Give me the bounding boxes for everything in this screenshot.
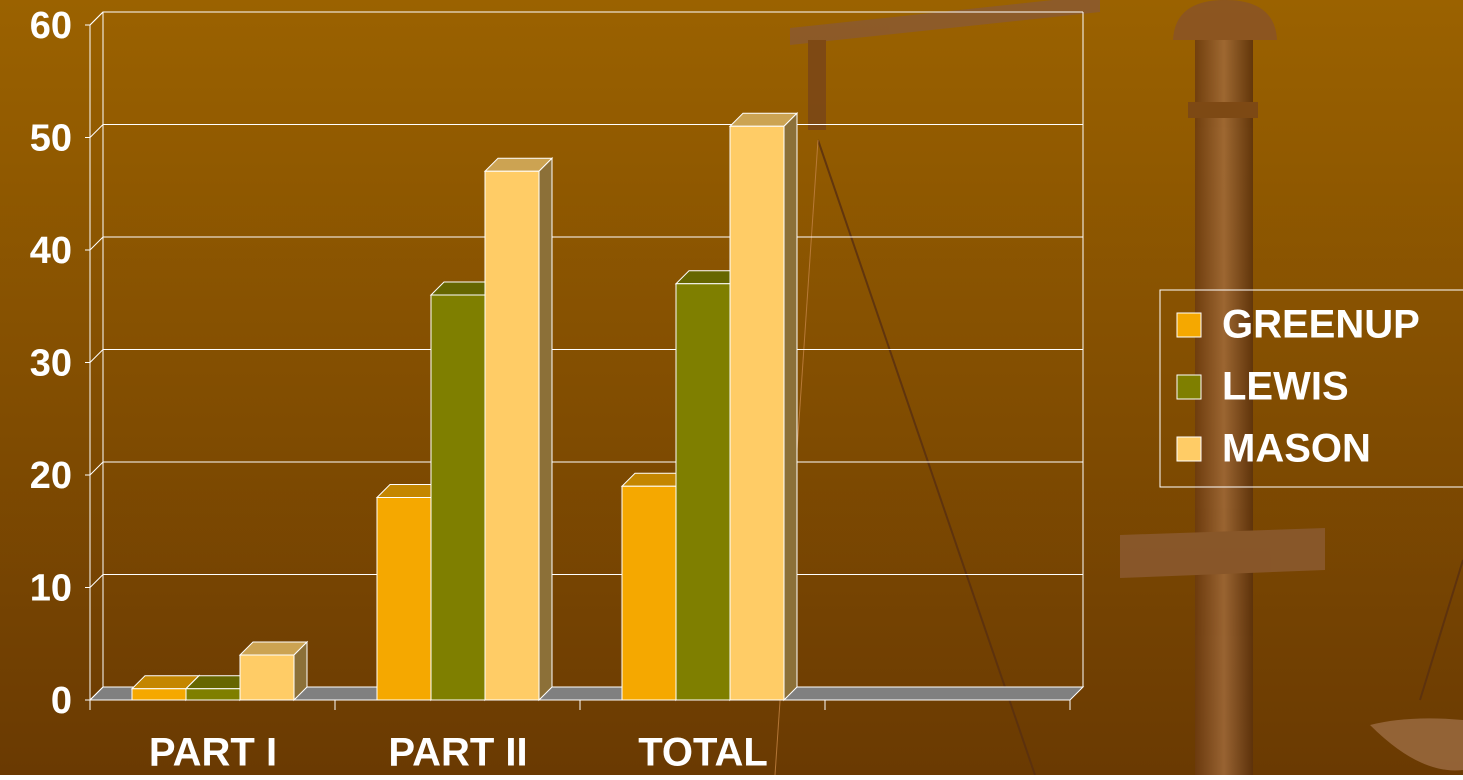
legend-swatch xyxy=(1177,437,1201,461)
x-tick-label: TOTAL xyxy=(638,731,768,775)
y-tick-label: 40 xyxy=(30,230,72,272)
y-tick-label: 10 xyxy=(30,568,72,610)
bar-front xyxy=(676,284,730,700)
bar xyxy=(485,158,552,700)
legend-swatch xyxy=(1177,375,1201,399)
y-tick-label: 0 xyxy=(51,680,72,722)
bar-side xyxy=(784,113,797,700)
legend-label: MASON xyxy=(1222,427,1371,471)
bar-front xyxy=(485,171,539,700)
bar-front xyxy=(730,126,784,700)
bar-front xyxy=(132,689,186,700)
bar-front xyxy=(377,498,431,701)
x-tick-label: PART II xyxy=(388,731,527,775)
bar-front xyxy=(431,295,485,700)
y-tick-label: 20 xyxy=(30,455,72,497)
bar-front xyxy=(186,689,240,700)
y-tick-label: 60 xyxy=(30,5,72,47)
bar-side xyxy=(539,158,552,700)
bar xyxy=(730,113,797,700)
legend-label: LEWIS xyxy=(1222,365,1349,409)
legend-label: GREENUP xyxy=(1222,303,1420,347)
bar-front xyxy=(622,486,676,700)
y-tick-label: 30 xyxy=(30,343,72,385)
x-tick-label: PART I xyxy=(149,731,277,775)
page: {"chart_data": {"type": "bar3d", "catego… xyxy=(0,0,1463,775)
bar-front xyxy=(240,655,294,700)
legend-swatch xyxy=(1177,313,1201,337)
chart: GREENUP LEWIS MASON 0 10 20 30 40 50 60 PART I PAR… xyxy=(0,0,1463,775)
y-tick-label: 50 xyxy=(30,118,72,160)
bar xyxy=(240,642,307,700)
